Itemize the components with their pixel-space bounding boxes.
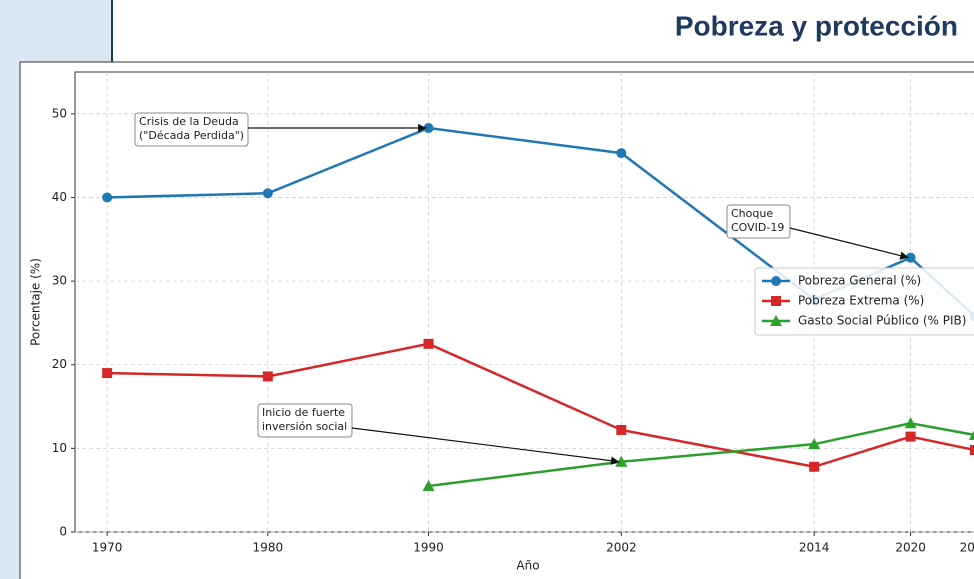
annotation-text: Inicio de fuerte	[262, 406, 345, 419]
legend-label: Gasto Social Público (% PIB)	[798, 314, 966, 328]
annotation-text: Choque	[731, 207, 773, 220]
point	[968, 430, 974, 440]
point	[809, 461, 820, 472]
x-tick-label: 1970	[92, 541, 123, 555]
point	[808, 438, 821, 450]
annotation-arrow	[351, 427, 620, 465]
point	[422, 480, 435, 491]
x-tick-label: 2002	[606, 541, 637, 555]
point	[904, 417, 917, 429]
legend-label: Pobreza Extrema (%)	[798, 294, 924, 308]
point	[262, 188, 273, 199]
x-tick-label: 2014	[799, 541, 830, 555]
annotation-text: ("Década Perdida")	[139, 129, 244, 142]
y-tick-label: 0	[59, 525, 67, 539]
annotation-text: Crisis de la Deuda	[139, 115, 239, 128]
point	[262, 371, 273, 382]
y-tick-label: 20	[52, 357, 67, 371]
point	[102, 368, 113, 379]
x-tick-label: 2020	[895, 541, 926, 555]
legend-label: Pobreza General (%)	[798, 274, 921, 288]
point	[969, 445, 974, 456]
y-tick-label: 30	[52, 274, 67, 288]
legend-marker	[771, 276, 781, 286]
annotation-arrow	[789, 227, 909, 260]
annotation-box	[257, 403, 353, 438]
page-title: Pobreza y protección	[675, 10, 958, 41]
legend-box	[754, 267, 974, 336]
y-tick-label: 50	[52, 106, 67, 120]
x-tick-label: 1980	[253, 541, 284, 555]
point	[102, 192, 113, 203]
y-tick-label: 10	[52, 441, 67, 455]
annotation-text: inversión social	[262, 420, 347, 433]
annotation-box	[726, 204, 791, 239]
point	[423, 338, 434, 349]
y-axis-label: Porcentaje (%)	[29, 258, 43, 346]
annotation-box	[134, 112, 249, 147]
x-tick-label: 2024	[960, 541, 974, 555]
legend-marker	[770, 315, 782, 326]
point	[616, 148, 627, 159]
annotation-text: COVID-19	[731, 221, 784, 234]
x-tick-label: 1990	[413, 541, 444, 555]
point	[905, 431, 916, 442]
point	[616, 424, 627, 435]
x-axis-label: Año	[516, 559, 539, 573]
y-tick-label: 40	[52, 190, 67, 204]
legend-marker	[771, 296, 781, 306]
